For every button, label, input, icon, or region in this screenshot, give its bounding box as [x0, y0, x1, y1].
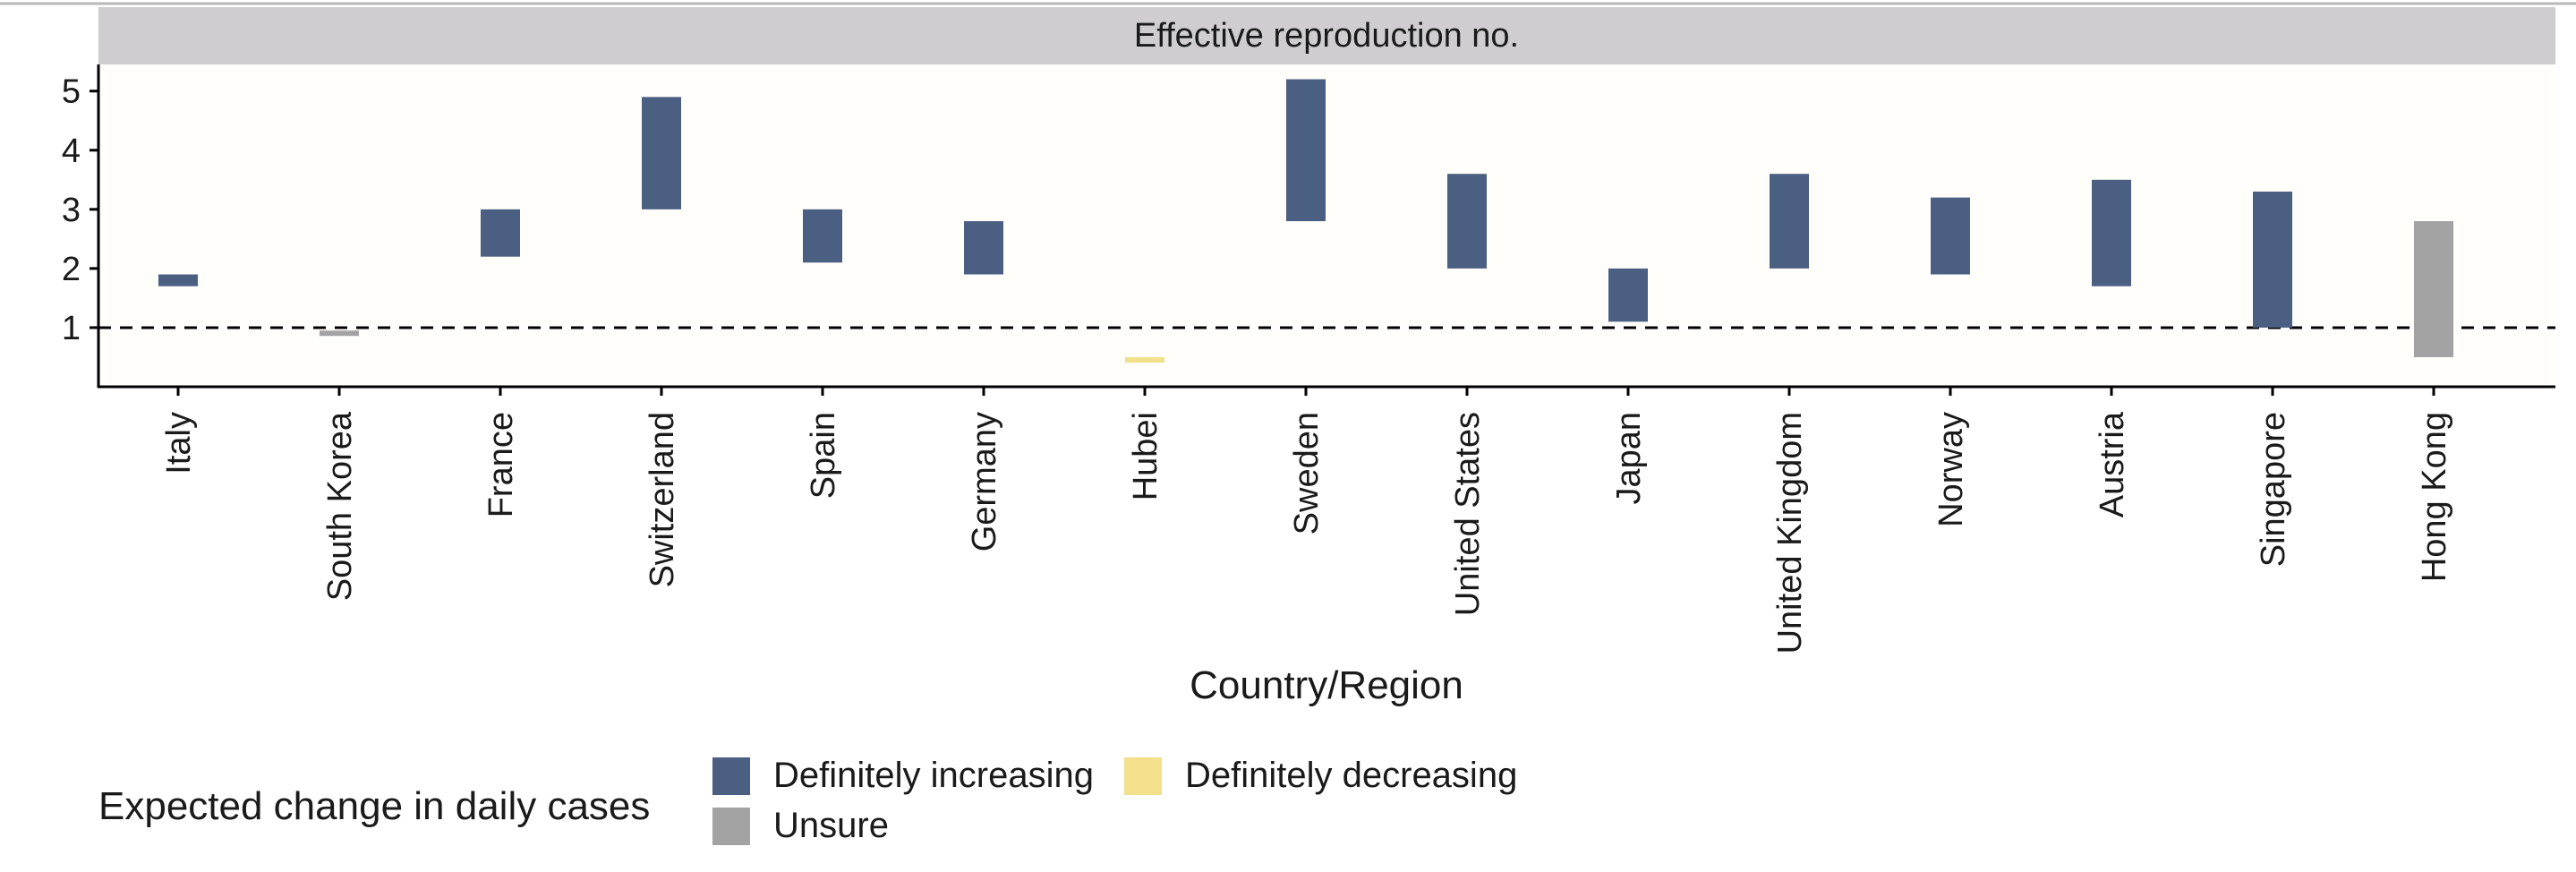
x-tick-label: Spain [805, 412, 842, 499]
x-axis-title: Country/Region [1190, 663, 1463, 707]
panel-title: Effective reproduction no. [1134, 17, 1519, 55]
legend-label-unsure: Unsure [773, 806, 889, 845]
legend-item-decreasing: Definitely decreasing [1124, 756, 1517, 796]
legend-label-increasing: Definitely increasing [773, 756, 1094, 795]
y-tick-label: 2 [62, 251, 81, 288]
x-tick-label: South Korea [321, 411, 359, 601]
x-tick-label: Singapore [2255, 412, 2292, 567]
y-tick-label: 3 [62, 192, 81, 229]
range-bar-japan [1608, 268, 1648, 322]
y-axis: 1 2 3 4 5 [62, 64, 100, 388]
y-tick-label: 1 [62, 310, 81, 347]
range-bar-sweden [1286, 79, 1326, 222]
range-bar-hubei [1125, 356, 1164, 363]
x-tick-label: Japan [1610, 412, 1648, 505]
y-tick-label: 4 [62, 133, 81, 170]
range-bar-austria [2092, 179, 2131, 286]
x-tick-label: France [482, 412, 520, 517]
legend-swatch-unsure [712, 807, 750, 845]
range-bar-france [481, 209, 520, 257]
range-bar-norway [1931, 197, 1970, 275]
range-bar-hong-kong [2414, 221, 2453, 357]
range-bar-switzerland [642, 97, 681, 209]
x-axis: Italy South Korea France Switzerland Spain Ge… [98, 385, 2555, 654]
x-tick-label: Hong Kong [2416, 412, 2453, 582]
range-bar-south-korea [320, 330, 359, 337]
range-bar-italy [158, 274, 198, 286]
range-bar-singapore [2253, 192, 2292, 328]
legend-title: Expected change in daily cases [98, 784, 651, 828]
legend: Expected change in daily cases Definitel… [98, 750, 1620, 867]
plot-background [98, 64, 2555, 387]
y-tick-label: 5 [62, 73, 81, 111]
x-tick-label: Hubei [1127, 412, 1164, 500]
legend-swatch-decreasing [1124, 757, 1162, 795]
legend-item-increasing: Definitely increasing [712, 756, 1094, 796]
x-tick-label: United Kingdom [1771, 412, 1809, 654]
x-tick-label: Norway [1932, 412, 1970, 527]
range-bar-spain [803, 209, 842, 263]
x-tick-label: United States [1449, 412, 1487, 616]
x-tick-label: Austria [2094, 411, 2131, 517]
legend-swatch-increasing [712, 757, 750, 795]
range-bar-united-states [1447, 174, 1487, 269]
x-tick-label: Germany [966, 412, 1003, 551]
range-bars [158, 79, 2453, 363]
x-tick-label: Italy [160, 412, 198, 474]
legend-label-decreasing: Definitely decreasing [1185, 756, 1518, 795]
legend-item-unsure: Unsure [712, 806, 889, 846]
range-bar-united-kingdom [1770, 174, 1809, 269]
panel-strip [98, 7, 2555, 64]
range-bar-germany [964, 221, 1003, 275]
x-tick-label: Switzerland [644, 412, 681, 587]
x-tick-label: Sweden [1288, 412, 1326, 534]
